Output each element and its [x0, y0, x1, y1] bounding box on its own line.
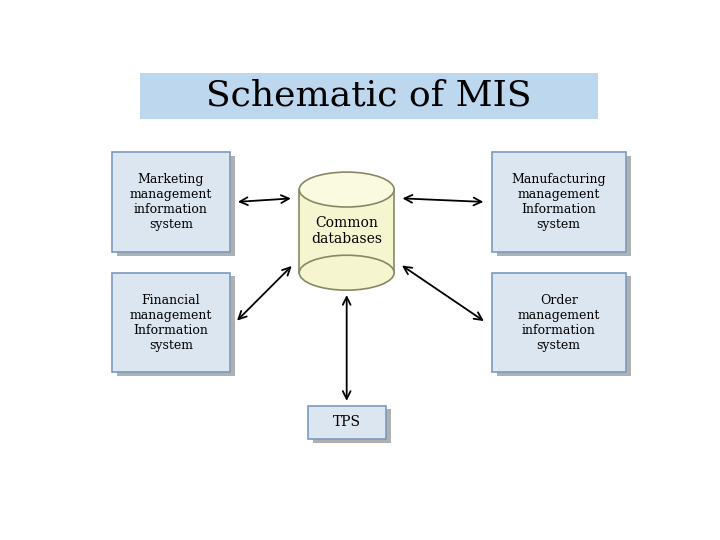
FancyBboxPatch shape [312, 409, 391, 443]
Ellipse shape [300, 172, 394, 207]
Text: TPS: TPS [333, 415, 361, 429]
Text: Financial
management
Information
system: Financial management Information system [130, 294, 212, 352]
Text: Order
management
information
system: Order management information system [518, 294, 600, 352]
FancyBboxPatch shape [497, 156, 631, 255]
Polygon shape [300, 190, 394, 273]
FancyBboxPatch shape [117, 156, 235, 255]
FancyBboxPatch shape [307, 406, 386, 439]
FancyBboxPatch shape [117, 276, 235, 376]
Text: Marketing
management
information
system: Marketing management information system [130, 173, 212, 231]
Text: Common
databases: Common databases [311, 216, 382, 246]
FancyBboxPatch shape [497, 276, 631, 376]
FancyBboxPatch shape [112, 152, 230, 252]
Text: Schematic of MIS: Schematic of MIS [206, 79, 532, 113]
FancyBboxPatch shape [492, 273, 626, 373]
Text: Manufacturing
management
Information
system: Manufacturing management Information sys… [511, 173, 606, 231]
FancyBboxPatch shape [112, 273, 230, 373]
FancyBboxPatch shape [140, 73, 598, 119]
Ellipse shape [300, 255, 394, 290]
FancyBboxPatch shape [492, 152, 626, 252]
